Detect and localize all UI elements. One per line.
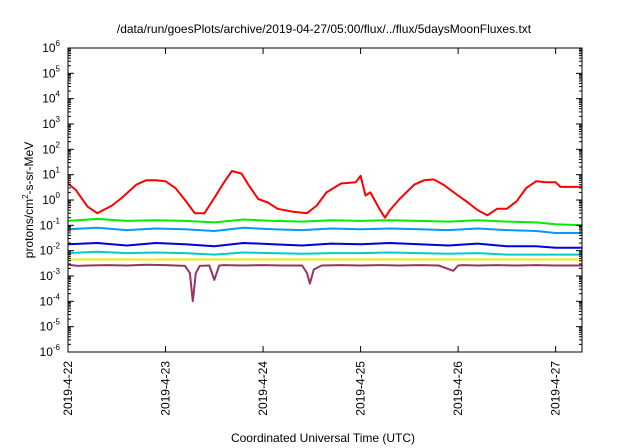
x-tick-label: 2019-4-22	[61, 361, 75, 416]
y-tick-label: 10-3	[40, 267, 61, 283]
x-tick-label: 2019-4-27	[549, 361, 563, 416]
y-tick-label: 101	[42, 166, 60, 182]
series-line-1	[67, 170, 582, 219]
x-tick-label: 2019-4-24	[256, 361, 270, 416]
y-tick-label: 100	[42, 191, 60, 207]
y-tick-label: 10-1	[40, 216, 61, 232]
x-axis: 2019-4-22 2019-4-23 2019-4-24 2019-4-25 2019…	[61, 48, 563, 416]
series-line-4	[67, 242, 582, 249]
y-tick-label: 105	[42, 64, 60, 80]
y-tick-label: 102	[42, 140, 60, 156]
series-line-7	[67, 263, 582, 303]
chart-title: /data/run/goesPlots/archive/2019-04-27/0…	[117, 22, 532, 36]
y-tick-label: 10-4	[40, 292, 61, 308]
y-tick-label: 106	[42, 39, 60, 55]
y-tick-label: 104	[42, 90, 60, 106]
x-tick-label: 2019-4-26	[451, 361, 465, 416]
x-tick-label: 2019-4-23	[159, 361, 173, 416]
y-axis: 10-6 10-5 10-4 10-3 10-2 10-1 100 101 102 103 104 1…	[40, 39, 582, 359]
series-line-5	[67, 250, 582, 256]
y-axis-label: protons/cm2-s-sr-MeV	[21, 142, 36, 258]
x-axis-label: Coordinated Universal Time (UTC)	[231, 431, 415, 445]
y-tick-label: 10-6	[40, 343, 61, 359]
y-tick-label: 103	[42, 115, 60, 131]
series-line-3	[67, 226, 582, 234]
y-tick-label: 10-2	[40, 242, 61, 258]
series-line-2	[67, 217, 583, 227]
y-tick-label: 10-5	[40, 318, 61, 334]
x-tick-label: 2019-4-25	[354, 361, 368, 416]
series-layer	[67, 170, 583, 303]
plot-frame	[67, 47, 583, 353]
